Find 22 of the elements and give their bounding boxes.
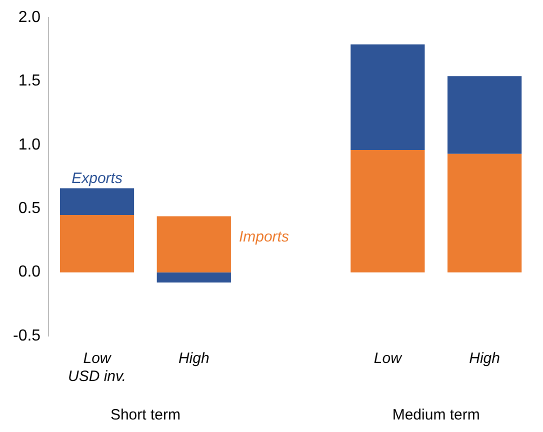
text: Short term bbox=[110, 406, 180, 424]
text: Medium term bbox=[392, 406, 480, 424]
bar bbox=[350, 44, 425, 150]
x-tick-label: High bbox=[178, 350, 210, 368]
bar bbox=[448, 154, 522, 272]
series-label: Imports bbox=[238, 228, 290, 246]
y-tick-label: 0.0 bbox=[18, 264, 41, 281]
y-tick-label: 0.5 bbox=[18, 200, 41, 218]
y-tick-label: 1.0 bbox=[18, 136, 41, 154]
bar bbox=[156, 216, 231, 272]
bar bbox=[448, 76, 522, 154]
y-tick-label: 2.0 bbox=[18, 9, 41, 26]
y-tick-label: 1.5 bbox=[18, 72, 41, 90]
x-tick-label: High bbox=[469, 350, 500, 368]
x-tick-label: Low USD inv. bbox=[68, 350, 126, 386]
bar bbox=[156, 272, 231, 283]
series-label: Exports bbox=[72, 170, 123, 187]
bar bbox=[350, 150, 425, 272]
x-tick-label: Low bbox=[374, 350, 403, 368]
bar bbox=[60, 215, 134, 272]
bar bbox=[60, 188, 134, 216]
y-tick-label: -0.5 bbox=[12, 327, 41, 344]
